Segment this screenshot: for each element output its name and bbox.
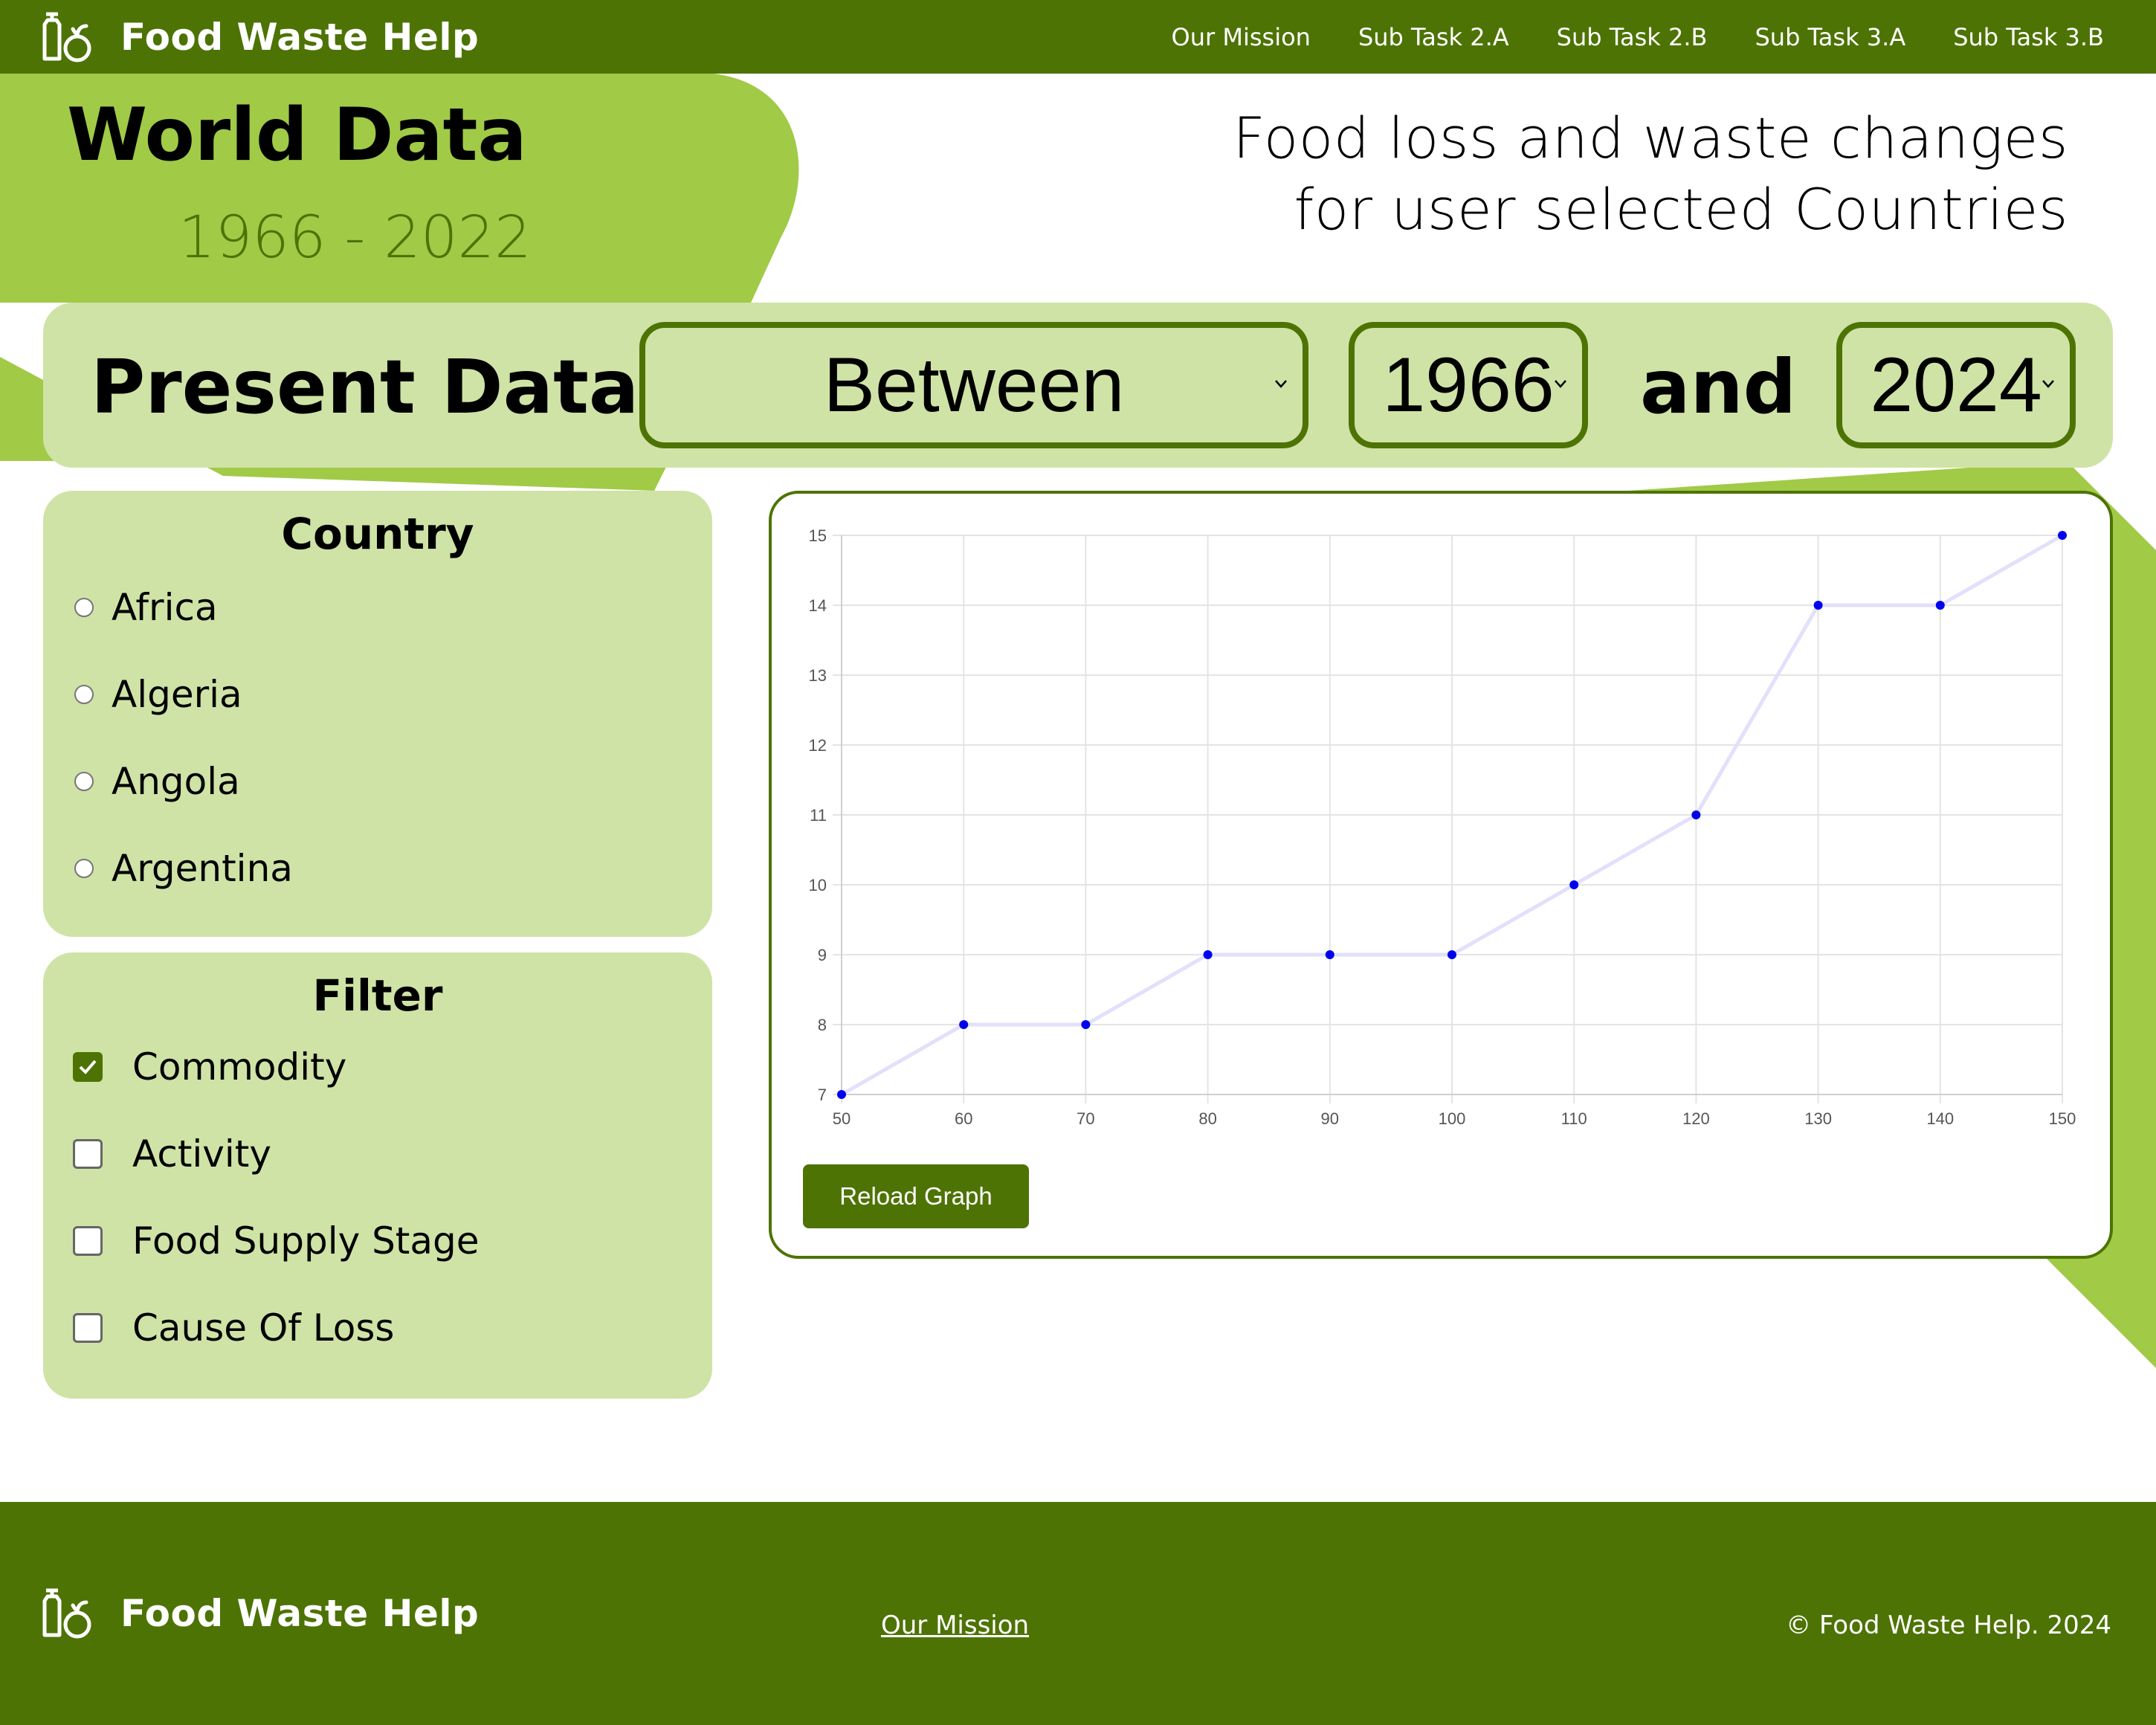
data-range-controls: Present Data Between 1966 and 2024 xyxy=(43,303,2113,468)
chevron-down-icon xyxy=(1555,380,1566,388)
filter-option-food-supply-stage[interactable]: Food Supply Stage xyxy=(73,1219,480,1263)
food-waste-logo-icon xyxy=(42,1588,91,1639)
x-tick-label: 150 xyxy=(2049,1109,2076,1128)
country-panel: Country Africa Algeria Angola Argentina xyxy=(43,491,712,937)
footer: Food Waste Help Our Mission © Food Waste… xyxy=(0,1502,2156,1725)
nav-link-sub-task-2a[interactable]: Sub Task 2.A xyxy=(1358,22,1509,51)
filter-option-cause-of-loss[interactable]: Cause Of Loss xyxy=(73,1306,394,1350)
data-point xyxy=(837,1090,846,1099)
data-point xyxy=(1081,1020,1091,1029)
line-chart: 50 60 70 80 90 100 110 120 130 140 150 7 8 9 10 11 12 13 1… xyxy=(809,526,2076,1128)
x-tick-label: 50 xyxy=(833,1109,851,1128)
checkbox[interactable] xyxy=(73,1226,103,1256)
food-waste-logo-icon xyxy=(42,12,91,62)
x-tick-label: 130 xyxy=(1804,1109,1832,1128)
data-point xyxy=(1935,601,1945,610)
y-tick-label: 10 xyxy=(809,876,827,894)
from-year-value: 1966 xyxy=(1382,342,1555,428)
page-subtitle: Food loss and waste changes for user sel… xyxy=(1102,103,2068,245)
filter-option-commodity[interactable]: Commodity xyxy=(73,1045,346,1089)
data-point xyxy=(1691,810,1701,819)
country-label: Africa xyxy=(112,586,218,629)
data-point xyxy=(959,1020,969,1029)
brand-name: Food Waste Help xyxy=(120,16,480,59)
filter-label: Food Supply Stage xyxy=(132,1219,480,1263)
country-label: Angola xyxy=(112,760,240,803)
radio-button[interactable] xyxy=(74,859,94,878)
y-tick-label: 13 xyxy=(809,666,827,685)
country-panel-title: Country xyxy=(281,509,474,559)
filter-panel: Filter Commodity Activity Food Supply Stag… xyxy=(43,952,712,1399)
radio-button[interactable] xyxy=(74,598,94,617)
page-title: World Data xyxy=(67,93,527,178)
x-tick-label: 70 xyxy=(1077,1109,1094,1128)
reload-graph-button[interactable]: Reload Graph xyxy=(803,1164,1029,1228)
data-point xyxy=(1813,601,1823,610)
footer-brand-name: Food Waste Help xyxy=(120,1592,480,1635)
x-tick-label: 120 xyxy=(1682,1109,1710,1128)
data-point xyxy=(1569,880,1579,889)
nav-link-sub-task-3b[interactable]: Sub Task 3.B xyxy=(1953,22,2104,51)
country-label: Argentina xyxy=(112,847,293,890)
radio-button[interactable] xyxy=(74,685,94,704)
page-year-range: 1966 - 2022 xyxy=(178,204,532,271)
x-tick-label: 80 xyxy=(1198,1109,1216,1128)
nav-link-sub-task-3a[interactable]: Sub Task 3.A xyxy=(1755,22,1906,51)
filter-panel-title: Filter xyxy=(312,970,443,1021)
x-tick-label: 100 xyxy=(1439,1109,1466,1128)
present-data-label: Present Data xyxy=(91,344,639,431)
data-point xyxy=(2058,531,2067,540)
chevron-down-icon xyxy=(2042,380,2054,388)
from-year-select[interactable]: 1966 xyxy=(1349,322,1588,448)
y-tick-label: 14 xyxy=(809,596,827,615)
filter-label: Activity xyxy=(132,1132,271,1176)
bg-blob-left-top xyxy=(0,74,799,303)
y-tick-label: 7 xyxy=(818,1086,827,1104)
range-mode-select[interactable]: Between xyxy=(639,322,1308,448)
and-label: and xyxy=(1640,344,1797,431)
subtitle-line-1: Food loss and waste changes xyxy=(1233,105,2068,171)
nav-link-our-mission[interactable]: Our Mission xyxy=(1171,22,1311,51)
country-option-algeria[interactable]: Algeria xyxy=(74,672,242,717)
data-point xyxy=(1203,950,1213,959)
filter-option-activity[interactable]: Activity xyxy=(73,1132,271,1176)
nav-links: Our Mission Sub Task 2.A Sub Task 2.B Su… xyxy=(1172,0,2104,74)
footer-link-our-mission[interactable]: Our Mission xyxy=(881,1610,1030,1640)
y-tick-label: 12 xyxy=(809,736,827,755)
chart-card: 50 60 70 80 90 100 110 120 130 140 150 7 8 9 10 11 12 13 1… xyxy=(769,491,2113,1259)
y-tick-label: 11 xyxy=(810,806,827,825)
checkbox[interactable] xyxy=(73,1313,103,1343)
country-option-africa[interactable]: Africa xyxy=(74,585,218,630)
nav-link-sub-task-2b[interactable]: Sub Task 2.B xyxy=(1556,22,1708,51)
checkbox[interactable] xyxy=(73,1139,103,1169)
subtitle-line-2: for user selected Countries xyxy=(1294,176,2068,242)
y-tick-label: 15 xyxy=(809,526,827,545)
checkbox[interactable] xyxy=(73,1052,103,1082)
y-tick-label: 8 xyxy=(818,1016,827,1034)
data-point xyxy=(1325,950,1334,959)
filter-label: Commodity xyxy=(132,1045,347,1089)
copyright-text: © Food Waste Help. 2024 xyxy=(1786,1610,2111,1640)
radio-button[interactable] xyxy=(74,772,94,791)
range-mode-value: Between xyxy=(823,342,1125,428)
country-label: Algeria xyxy=(112,673,242,716)
x-tick-label: 140 xyxy=(1926,1109,1954,1128)
y-tick-label: 9 xyxy=(818,946,827,964)
top-navbar: Food Waste Help Our Mission Sub Task 2.A… xyxy=(0,0,2156,74)
x-tick-label: 60 xyxy=(955,1109,972,1128)
data-point xyxy=(1447,950,1456,959)
x-tick-label: 110 xyxy=(1561,1109,1587,1128)
chevron-down-icon xyxy=(1275,380,1287,388)
x-tick-label: 90 xyxy=(1321,1109,1339,1128)
filter-label: Cause Of Loss xyxy=(132,1306,395,1350)
brand[interactable]: Food Waste Help xyxy=(40,9,479,65)
to-year-select[interactable]: 2024 xyxy=(1836,322,2076,448)
country-option-argentina[interactable]: Argentina xyxy=(74,846,293,891)
footer-brand[interactable]: Food Waste Help xyxy=(40,1585,479,1642)
checkmark-icon xyxy=(79,1060,97,1074)
country-option-angola[interactable]: Angola xyxy=(74,759,240,804)
to-year-value: 2024 xyxy=(1870,342,2042,428)
